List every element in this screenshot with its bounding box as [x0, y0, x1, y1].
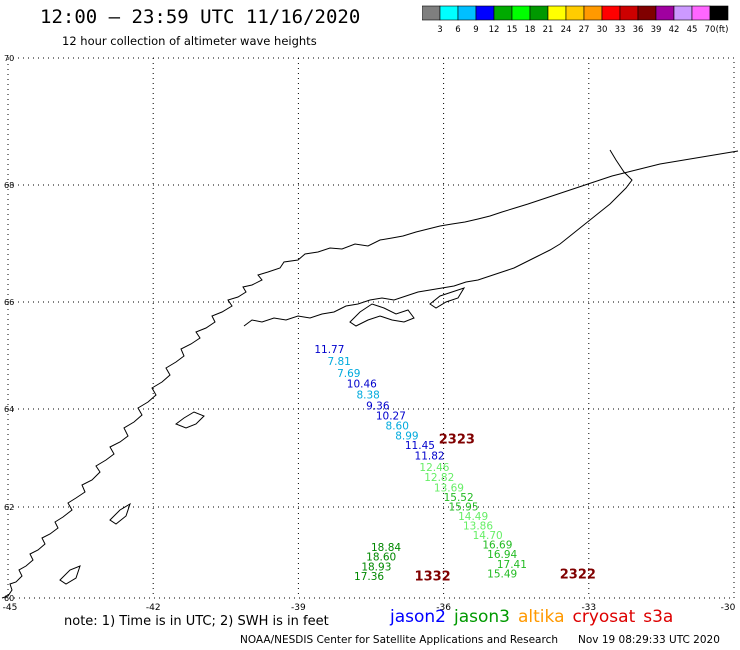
- coastline-fjord-1: [349, 303, 415, 327]
- satellite-legend-item: jason3: [454, 607, 510, 627]
- lon-tick-label: -42: [146, 603, 161, 613]
- colorbar-label: 6: [455, 25, 460, 35]
- lat-tick-label: 68: [4, 181, 14, 190]
- colorbar-label: 36: [633, 25, 644, 35]
- coastline-main: [1, 150, 739, 599]
- coastline-east-lower: [243, 149, 633, 327]
- colorbar-label: 12: [489, 25, 500, 35]
- colorbar-label: 15: [507, 25, 518, 35]
- greenland-coastline: [1, 149, 739, 599]
- colorbar-label: 21: [543, 25, 554, 35]
- credit-line: NOAA/NESDIS Center for Satellite Applica…: [240, 634, 558, 646]
- map-subtitle: 12 hour collection of altimeter wave hei…: [62, 34, 317, 48]
- lon-tick-label: -45: [3, 603, 18, 613]
- colorbar-swatch: [709, 5, 729, 21]
- track-id-label: 2323: [439, 432, 475, 447]
- colorbar-label: 33: [615, 25, 626, 35]
- wave-height-label: 16.94: [487, 549, 517, 561]
- wave-height-label: 17.41: [497, 559, 527, 571]
- footer-note: note: 1) Time is in UTC; 2) SWH is in fe…: [64, 614, 329, 629]
- wave-height-labels: 11.777.817.6910.468.389.3610.278.608.991…: [314, 344, 527, 583]
- lon-tick-label: -33: [581, 603, 596, 613]
- wave-height-label: 13.69: [434, 482, 464, 494]
- colorbar-label: 45: [687, 25, 698, 35]
- wave-height-label: 14.70: [473, 530, 503, 542]
- track-id-label: 2322: [560, 567, 596, 582]
- lon-tick-label: -36: [436, 603, 451, 613]
- wave-height-label: 8.99: [395, 430, 418, 442]
- colorbar-label: 27: [579, 25, 590, 35]
- wave-height-label: 18.60: [366, 552, 396, 564]
- lat-tick-label: 60: [4, 594, 14, 603]
- lon-tick-label: -30: [721, 603, 736, 613]
- wave-height-label: 11.82: [415, 450, 445, 462]
- wave-height-label: 10.27: [376, 410, 406, 422]
- wave-height-label: 15.52: [444, 492, 474, 504]
- wave-height-label: 16.69: [482, 539, 512, 551]
- wave-height-label: 18.84: [371, 542, 401, 554]
- map-grid: [7, 57, 735, 599]
- track-labels: 2323 1332 2322: [415, 432, 596, 584]
- lat-tick-label: 66: [4, 298, 14, 307]
- satellite-legend-item: s3a: [643, 607, 674, 627]
- coastline-fjord-4: [109, 502, 131, 525]
- lat-tick-label: 62: [4, 503, 14, 512]
- lon-tick-label: -39: [291, 603, 306, 613]
- wave-height-label: 11.77: [314, 344, 344, 356]
- colorbar-label: 42: [669, 25, 680, 35]
- wave-height-label: 8.60: [386, 421, 409, 433]
- wave-height-label: 18.93: [361, 562, 391, 574]
- map-title: 12:00 — 23:59 UTC 11/16/2020: [40, 6, 361, 28]
- coastline-fjord-2: [429, 287, 466, 309]
- colorbar-label: 70: [705, 25, 716, 35]
- wave-height-label: 7.81: [327, 356, 350, 368]
- wave-height-label: 10.46: [347, 379, 377, 391]
- satellite-legend: jason2 jason3 altika cryosat s3a: [390, 607, 681, 627]
- wave-height-label: 14.49: [458, 511, 488, 523]
- map-frame: [7, 57, 735, 599]
- track-id-label: 1332: [415, 570, 451, 585]
- colorbar-unit: (ft): [716, 25, 729, 35]
- generation-timestamp: Nov 19 08:29:33 UTC 2020: [578, 634, 720, 646]
- coastline-fjord-5: [59, 565, 81, 585]
- wave-height-label: 15.49: [487, 569, 517, 581]
- colorbar-label: 39: [651, 25, 662, 35]
- axis-tick-labels: -45 -42 -39 -36 -33 -30 70 68 66 64 62 60: [3, 54, 736, 613]
- wave-height-label: 15.95: [448, 502, 478, 514]
- lat-tick-label: 70: [4, 54, 14, 63]
- satellite-legend-item: altika: [518, 607, 565, 627]
- wave-height-label: 9.36: [366, 400, 390, 412]
- satellite-legend-item: jason2: [390, 607, 446, 627]
- wave-height-label: 11.45: [405, 440, 435, 452]
- wave-height-label: 12.46: [419, 462, 449, 474]
- colorbar-label: 3: [437, 25, 442, 35]
- wave-height-label: 17.36: [354, 571, 384, 583]
- satellite-legend-item: cryosat: [572, 607, 636, 627]
- wave-height-label: 12.82: [424, 472, 454, 484]
- wave-height-label: 8.38: [356, 389, 379, 401]
- wave-height-label: 13.86: [463, 520, 493, 532]
- colorbar-label: 30: [597, 25, 608, 35]
- lat-tick-label: 64: [4, 405, 14, 414]
- colorbar-label: 9: [473, 25, 478, 35]
- wave-height-colorbar: 3 6 9 12 15 18 21 24 27 30 33 36 39 42 45 70 (ft): [422, 5, 729, 35]
- wave-height-label: 7.69: [337, 368, 360, 380]
- colorbar-label: 18: [525, 25, 536, 35]
- colorbar-label: 24: [561, 25, 572, 35]
- coastline-fjord-3: [174, 411, 205, 429]
